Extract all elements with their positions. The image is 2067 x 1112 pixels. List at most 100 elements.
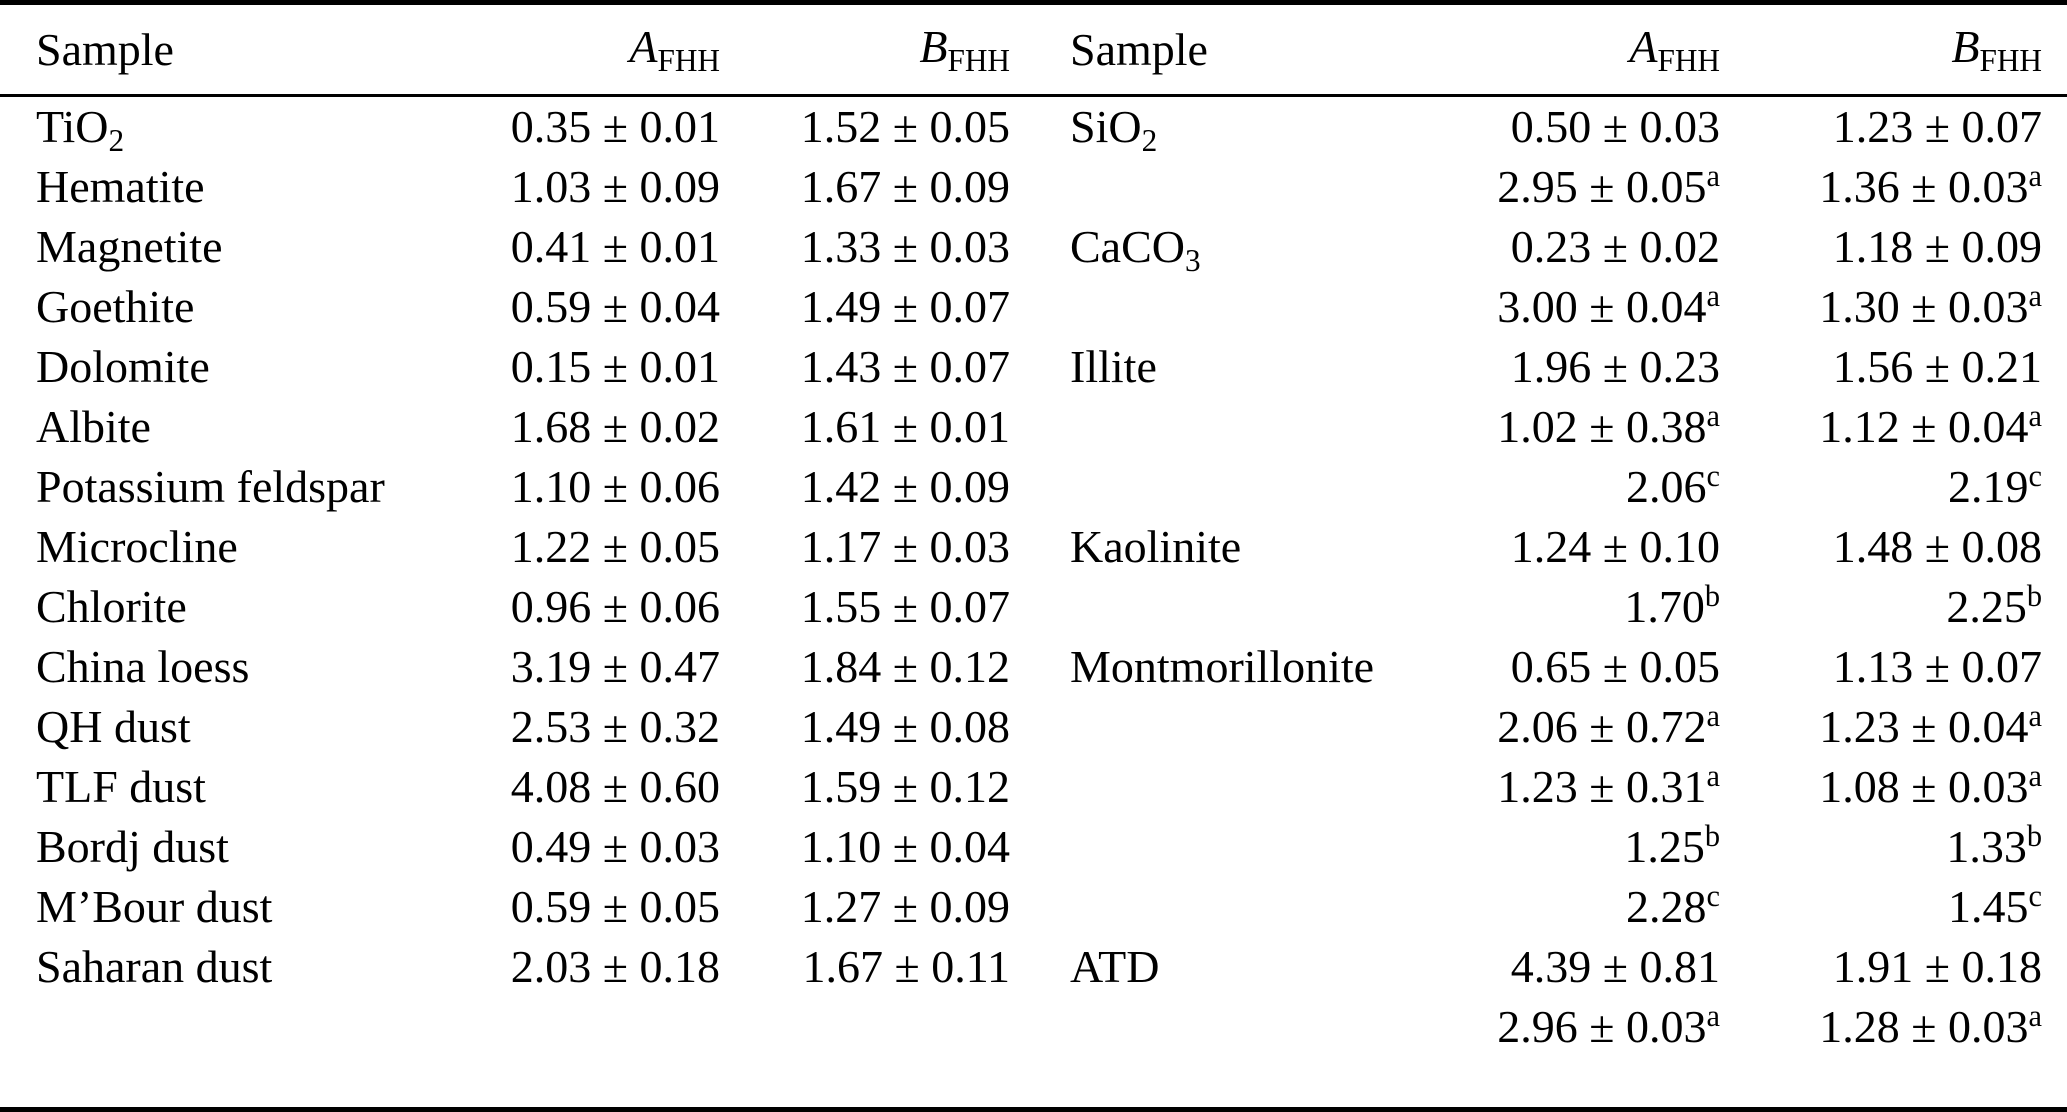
footnote-marker: a — [2028, 698, 2042, 733]
bfhh-value-cell: 1.23 ± 0.07 — [1832, 100, 2042, 152]
sample-cell: Albite — [36, 400, 151, 452]
sample-cell: Magnetite — [36, 220, 223, 272]
sample-cell: TiO2 — [36, 100, 125, 158]
chemical-subscript: 2 — [1141, 122, 1158, 158]
sample-cell — [1010, 817, 1460, 877]
sample-cell: QH dust — [36, 700, 191, 752]
bfhh-value-cell: 1.42 ± 0.09 — [800, 460, 1010, 512]
b-symbol: B — [919, 20, 948, 72]
sample-cell: CaCO3 — [1070, 220, 1201, 278]
afhh-value-cell: 1.68 ± 0.02 — [510, 400, 720, 452]
a-symbol: A — [1629, 20, 1658, 72]
sample-cell: SiO2 — [1070, 100, 1158, 158]
footnote-marker: a — [2028, 278, 2042, 313]
bfhh-value-cell: 1.10 ± 0.04 — [800, 820, 1010, 872]
bfhh-value-cell: 1.49 ± 0.07 — [800, 280, 1010, 332]
fhh-subscript: FHH — [1657, 42, 1720, 78]
afhh-value-cell: 0.50 ± 0.03 — [1510, 100, 1720, 152]
bfhh-value-cell: 1.43 ± 0.07 — [800, 340, 1010, 392]
footnote-marker: b — [2026, 818, 2042, 853]
bfhh-value-cell: 1.59 ± 0.12 — [800, 760, 1010, 812]
bfhh-value-cell: 1.18 ± 0.09 — [1832, 220, 2042, 272]
table-row: 2.96 ± 0.03a 1.28 ± 0.03a — [0, 997, 2067, 1057]
bfhh-value-cell: 1.84 ± 0.12 — [800, 640, 1010, 692]
table-row: TiO2 0.35 ± 0.01 1.52 ± 0.05 SiO2 0.50 ± 0.0… — [0, 95, 2067, 157]
afhh-value-cell: 1.24 ± 0.10 — [1510, 520, 1720, 572]
afhh-value-cell: 1.23 ± 0.31a — [1497, 758, 1720, 812]
fhh-subscript: FHH — [947, 42, 1010, 78]
afhh-value-cell: 2.95 ± 0.05a — [1497, 158, 1720, 212]
sample-cell: ATD — [1070, 940, 1160, 992]
sample-cell — [1010, 997, 1460, 1057]
sample-cell: Kaolinite — [1070, 520, 1242, 572]
sample-cell: Chlorite — [36, 580, 187, 632]
table-row: Bordj dust 0.49 ± 0.03 1.10 ± 0.04 1.25b 1.3… — [0, 817, 2067, 877]
afhh-value-cell: 3.19 ± 0.47 — [510, 640, 720, 692]
table-row: Albite 1.68 ± 0.02 1.61 ± 0.01 1.02 ± 0.38a… — [0, 397, 2067, 457]
footnote-marker: a — [1706, 158, 1720, 193]
footnote-marker: c — [1706, 458, 1720, 493]
fhh-subscript: FHH — [1979, 42, 2042, 78]
sample-cell: Microcline — [36, 520, 238, 572]
fhh-parameters-table: Sample AFHH BFHH Sample AFHH BFHH TiO2 0.… — [0, 5, 2067, 1057]
footnote-marker: a — [2028, 758, 2042, 793]
sample-cell: Dolomite — [36, 340, 210, 392]
footnote-marker: c — [1706, 878, 1720, 913]
sample-cell: M’Bour dust — [36, 880, 273, 932]
table-row: Microcline 1.22 ± 0.05 1.17 ± 0.03 Kaolinit… — [0, 517, 2067, 577]
footnote-marker: b — [1704, 578, 1720, 613]
afhh-value-cell: 0.23 ± 0.02 — [1510, 220, 1720, 272]
bfhh-value-cell: 1.12 ± 0.04a — [1819, 398, 2042, 452]
afhh-value-cell: 0.41 ± 0.01 — [510, 220, 720, 272]
footnote-marker: a — [1706, 698, 1720, 733]
afhh-value-cell: 3.00 ± 0.04a — [1497, 278, 1720, 332]
sample-cell — [1010, 577, 1460, 637]
sample-cell: Montmorillonite — [1070, 640, 1375, 692]
afhh-value-cell: 1.10 ± 0.06 — [510, 460, 720, 512]
footnote-marker: c — [2028, 458, 2042, 493]
afhh-value-cell: 2.53 ± 0.32 — [510, 700, 720, 752]
bfhh-value-cell: 2.25b — [1946, 578, 2042, 632]
afhh-value-cell: 0.65 ± 0.05 — [1510, 640, 1720, 692]
afhh-value-cell: 1.03 ± 0.09 — [510, 160, 720, 212]
afhh-value-cell: 0.59 ± 0.04 — [510, 280, 720, 332]
col-header-bfhh-left: BFHH — [720, 5, 1010, 97]
bfhh-value-cell — [720, 997, 1010, 1057]
table-header: Sample AFHH BFHH Sample AFHH BFHH — [0, 5, 2067, 97]
sample-cell: Saharan dust — [36, 940, 273, 992]
afhh-value-cell: 0.35 ± 0.01 — [510, 100, 720, 152]
afhh-value-cell: 2.03 ± 0.18 — [510, 940, 720, 992]
col-header-bfhh-right: BFHH — [1730, 5, 2067, 97]
bfhh-value-cell: 1.33b — [1946, 818, 2042, 872]
footnote-marker: a — [2028, 158, 2042, 193]
table-row: Saharan dust 2.03 ± 0.18 1.67 ± 0.11 ATD 4.3… — [0, 937, 2067, 997]
afhh-value-cell: 0.59 ± 0.05 — [510, 880, 720, 932]
sample-cell — [1010, 277, 1460, 337]
table-row: QH dust 2.53 ± 0.32 1.49 ± 0.08 2.06 ± 0.72… — [0, 697, 2067, 757]
sample-cell: Potassium feldspar — [36, 460, 385, 512]
sample-cell — [1010, 457, 1460, 517]
footnote-marker: a — [2028, 398, 2042, 433]
bfhh-value-cell: 1.48 ± 0.08 — [1832, 520, 2042, 572]
footnote-marker: c — [2028, 878, 2042, 913]
footnote-marker: a — [1706, 758, 1720, 793]
sample-cell — [1010, 757, 1460, 817]
sample-cell: China loess — [36, 640, 250, 692]
sample-cell: Goethite — [36, 280, 195, 332]
sample-cell: TLF dust — [36, 760, 206, 812]
col-header-afhh-left: AFHH — [490, 5, 720, 97]
afhh-value-cell: 4.39 ± 0.81 — [1510, 940, 1720, 992]
col-header-afhh-right: AFHH — [1460, 5, 1730, 97]
chemical-subscript: 2 — [108, 122, 125, 158]
bfhh-value-cell: 1.67 ± 0.09 — [800, 160, 1010, 212]
footnote-marker: b — [1704, 818, 1720, 853]
afhh-value-cell: 0.49 ± 0.03 — [510, 820, 720, 872]
b-symbol: B — [1951, 20, 1980, 72]
bfhh-value-cell: 1.08 ± 0.03a — [1819, 758, 2042, 812]
table-row: Magnetite 0.41 ± 0.01 1.33 ± 0.03 CaCO3 0.23… — [0, 217, 2067, 277]
bfhh-value-cell: 1.91 ± 0.18 — [1832, 940, 2042, 992]
sample-cell — [1010, 697, 1460, 757]
a-symbol: A — [629, 20, 658, 72]
bfhh-value-cell: 2.19c — [1948, 458, 2042, 512]
